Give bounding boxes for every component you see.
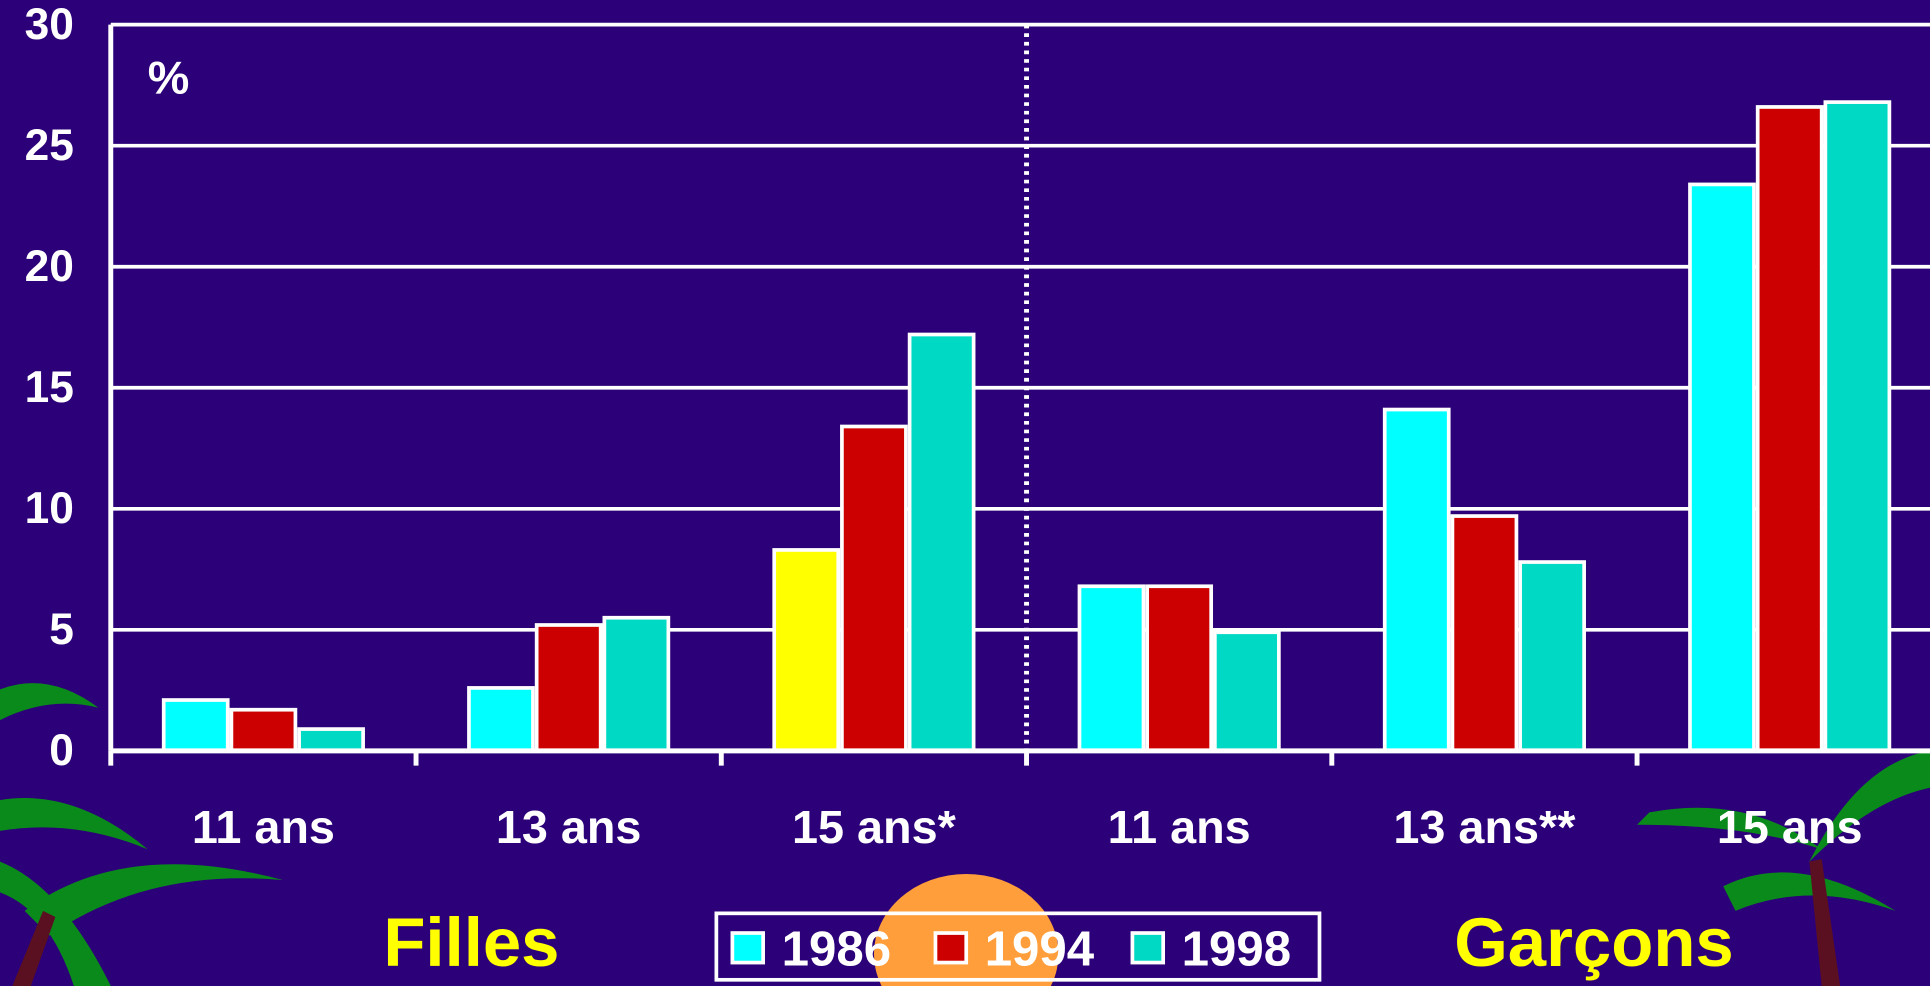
x-tick-label: 15 ans*	[792, 801, 957, 853]
legend-label: 1998	[1182, 922, 1292, 977]
x-tick-label: 11 ans	[192, 801, 335, 853]
y-tick-label: 10	[25, 484, 74, 533]
bar	[229, 707, 298, 753]
y-unit-label: %	[148, 52, 190, 104]
x-tick-label: 13 ans**	[1393, 801, 1576, 853]
bar	[1077, 584, 1146, 753]
bar	[467, 686, 535, 753]
palm-left	[0, 683, 284, 986]
y-tick-label: 30	[25, 0, 74, 49]
bar	[907, 332, 976, 753]
y-tick-label: 20	[25, 242, 74, 291]
legend-label: 1994	[985, 922, 1095, 977]
y-tick-label: 0	[49, 726, 74, 775]
bar	[534, 623, 603, 753]
bar	[1755, 105, 1824, 753]
legend-box	[714, 911, 1322, 982]
y-tick-label: 5	[49, 605, 74, 654]
group-label: Garçons	[1454, 904, 1734, 981]
palm-right	[1637, 750, 1930, 986]
bar	[1688, 182, 1756, 753]
bar	[1213, 630, 1281, 753]
group-label: Filles	[383, 904, 559, 981]
bar	[602, 615, 671, 753]
bar	[1382, 407, 1451, 753]
bar	[297, 727, 365, 753]
y-tick-label: 25	[25, 121, 74, 170]
bar	[772, 548, 841, 753]
bar	[1823, 100, 1892, 753]
legend-swatch	[730, 931, 765, 965]
x-tick-label: 11 ans	[1108, 801, 1251, 853]
bar	[1450, 514, 1519, 753]
y-tick-label: 15	[25, 363, 74, 412]
bar	[1145, 584, 1214, 753]
x-tick-label: 13 ans	[496, 801, 642, 853]
bar	[1518, 560, 1586, 753]
legend-swatch	[1130, 931, 1166, 965]
bar	[161, 698, 230, 753]
sun	[873, 873, 1059, 986]
bar	[840, 424, 908, 753]
legend-label: 1986	[782, 922, 892, 977]
x-tick-label: 15 ans	[1717, 801, 1863, 853]
legend-swatch	[933, 931, 969, 965]
